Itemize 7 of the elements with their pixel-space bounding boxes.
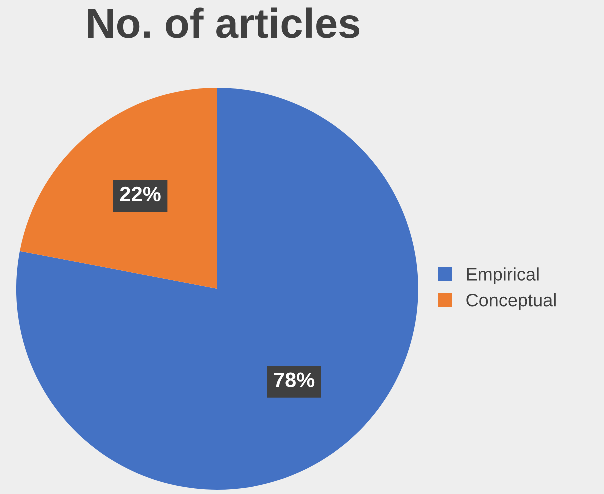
chart-title: No. of articles <box>88 8 360 38</box>
data-label: 78% <box>274 372 315 388</box>
data-label: 22% <box>120 186 161 202</box>
pie-slice <box>16 88 418 490</box>
legend-label: Conceptual <box>466 294 556 310</box>
legend-label: Empirical <box>467 268 539 284</box>
pie-slice <box>20 88 218 289</box>
